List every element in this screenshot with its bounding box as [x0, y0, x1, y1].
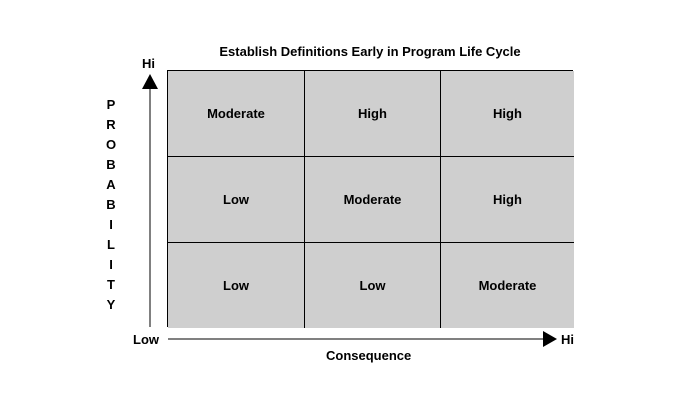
y-axis-letter: I: [109, 217, 113, 232]
y-axis-letter: R: [106, 117, 116, 132]
risk-cell: Moderate: [441, 243, 574, 328]
y-axis-label: P R O B A B I L I T Y: [103, 95, 119, 315]
x-axis-hi-label: Hi: [561, 332, 574, 347]
y-axis-letter: B: [106, 197, 116, 212]
y-axis-letter: P: [106, 97, 116, 112]
y-axis-letter: I: [109, 257, 113, 272]
risk-cell: High: [441, 157, 574, 243]
risk-cell: Low: [305, 243, 441, 328]
risk-cell: High: [441, 71, 574, 157]
risk-matrix: Moderate High High Low Moderate High Low…: [167, 70, 574, 328]
risk-cell: Moderate: [305, 157, 441, 243]
y-axis-letter: T: [107, 277, 115, 292]
y-axis-hi-label: Hi: [142, 56, 155, 71]
y-axis-letter: O: [105, 137, 117, 152]
y-axis-arrowhead: [142, 74, 158, 89]
y-axis-letter: B: [106, 157, 116, 172]
x-axis-low-label: Low: [133, 332, 159, 347]
risk-cell: Moderate: [168, 71, 305, 157]
y-axis-letter: A: [106, 177, 116, 192]
x-axis-arrowhead: [543, 331, 557, 347]
risk-cell: Low: [168, 243, 305, 328]
diagram-title: Establish Definitions Early in Program L…: [219, 44, 521, 59]
risk-cell: High: [305, 71, 441, 157]
risk-cell: Low: [168, 157, 305, 243]
y-axis-letter: L: [107, 237, 115, 252]
x-axis-label: Consequence: [326, 348, 412, 363]
y-axis-letter: Y: [106, 297, 116, 312]
